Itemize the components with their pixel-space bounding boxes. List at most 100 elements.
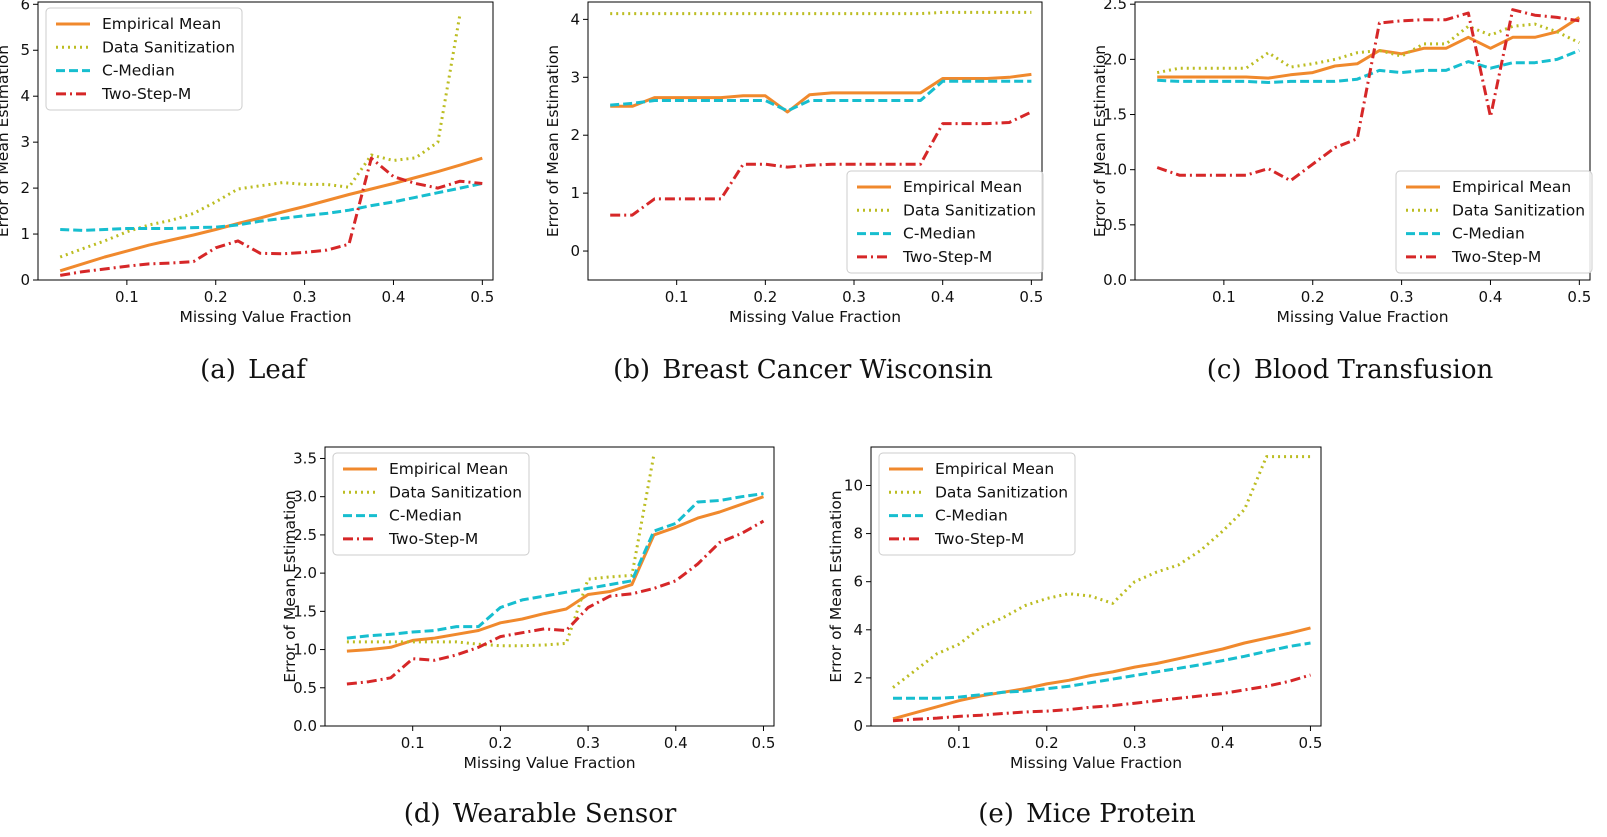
caption-title: Breast Cancer Wisconsin xyxy=(662,355,993,385)
legend-label: Data Sanitization xyxy=(903,201,1036,219)
x-tick-label: 0.4 xyxy=(382,288,406,306)
legend: Empirical Mean Data Sanitization C-Median T… xyxy=(1395,170,1593,274)
x-tick-label: 0.1 xyxy=(1212,288,1236,306)
legend-box xyxy=(846,170,1044,274)
x-tick-label: 0.1 xyxy=(115,288,139,306)
legend-label: C-Median xyxy=(935,507,1008,525)
legend-label: Empirical Mean xyxy=(1452,178,1571,196)
legend-label: C-Median xyxy=(903,225,976,243)
y-tick-label: 2.0 xyxy=(1103,50,1127,68)
legend: Empirical Mean Data Sanitization C-Median T… xyxy=(878,452,1076,556)
y-tick-label: 2 xyxy=(570,126,580,144)
series-line-two-step-m xyxy=(1156,8,1580,183)
y-tick-label: 2 xyxy=(853,669,863,687)
legend-label: Empirical Mean xyxy=(389,460,508,478)
x-tick-label: 0.4 xyxy=(664,734,688,752)
y-tick-label: 8 xyxy=(853,525,863,543)
y-axis-label: Error of Mean Estimation xyxy=(827,490,845,682)
y-tick-label: 2.0 xyxy=(293,564,317,582)
legend: Empirical Mean Data Sanitization C-Median T… xyxy=(846,170,1044,274)
series-line-data-sanitization xyxy=(892,455,1311,689)
y-axis-label: Error of Mean Estimation xyxy=(544,45,562,237)
series-line-empirical-mean xyxy=(1157,16,1581,80)
legend-label: Two-Step-M xyxy=(902,248,992,266)
y-tick-label: 3.0 xyxy=(293,488,317,506)
axes-frame xyxy=(870,446,1322,727)
caption: (e) Mice Protein xyxy=(978,799,1196,829)
x-tick-label: 0.5 xyxy=(752,734,776,752)
caption-label: (c) xyxy=(1207,355,1250,385)
y-tick-label: 4 xyxy=(20,87,30,105)
chart-panel-1: 0.1 0.2 0.3 0.4 0.5 0 1 2 3 4 5 6 Missing Value Frac… xyxy=(0,0,494,385)
x-tick-label: 0.4 xyxy=(931,288,955,306)
x-axis-label: Missing Value Fraction xyxy=(729,308,901,326)
x-tick-label: 0.3 xyxy=(576,734,600,752)
x-axis-label: Missing Value Fraction xyxy=(463,754,635,772)
y-tick-label: 0 xyxy=(20,271,30,289)
x-tick-label: 0.1 xyxy=(665,288,689,306)
axes-frame xyxy=(324,446,775,727)
chart-panel-3: 0.1 0.2 0.3 0.4 0.5 0.0 0.5 1.0 1.5 2.0 2.5 Missing… xyxy=(1091,0,1593,385)
x-tick-label: 0.5 xyxy=(1567,288,1591,306)
y-tick-label: 1 xyxy=(20,225,30,243)
x-axis-label: Missing Value Fraction xyxy=(1276,308,1448,326)
chart-panel-2: 0.1 0.2 0.3 0.4 0.5 0 1 2 3 4 Missing Value Fracti… xyxy=(544,1,1044,385)
series-line-empirical-mean xyxy=(610,72,1032,114)
series-line-c-median xyxy=(893,641,1311,700)
x-tick-label: 0.1 xyxy=(947,734,971,752)
axes-frame xyxy=(37,1,494,281)
caption-title: Blood Transfusion xyxy=(1254,355,1494,385)
legend-label: Empirical Mean xyxy=(935,460,1054,478)
legend-box xyxy=(45,7,243,111)
series-line-c-median xyxy=(346,492,764,640)
legend-box xyxy=(332,452,530,556)
legend-label: C-Median xyxy=(389,507,462,525)
caption-title: Leaf xyxy=(248,355,308,385)
legend-label: Two-Step-M xyxy=(934,530,1024,548)
caption: (d) Wearable Sensor xyxy=(404,799,677,829)
legend-label: C-Median xyxy=(1452,225,1525,243)
y-tick-label: 5 xyxy=(20,41,30,59)
caption: (b) Breast Cancer Wisconsin xyxy=(613,355,993,385)
series-line-empirical-mean xyxy=(59,156,483,273)
series-line-empirical-mean xyxy=(346,495,764,653)
legend-label: Data Sanitization xyxy=(1452,201,1585,219)
x-tick-label: 0.2 xyxy=(1035,734,1059,752)
caption-title: Mice Protein xyxy=(1026,799,1196,829)
y-tick-label: 1.0 xyxy=(1103,161,1127,179)
legend-label: Empirical Mean xyxy=(102,15,221,33)
y-tick-label: 4 xyxy=(570,10,580,28)
y-tick-label: 0.0 xyxy=(293,717,317,735)
x-tick-label: 0.4 xyxy=(1211,734,1235,752)
x-tick-label: 0.3 xyxy=(1123,734,1147,752)
legend: Empirical Mean Data Sanitization C-Median T… xyxy=(332,452,530,556)
y-axis-label: Error of Mean Estimation xyxy=(0,45,12,237)
x-tick-label: 0.3 xyxy=(1390,288,1414,306)
legend-box xyxy=(878,452,1076,556)
series-line-two-step-m xyxy=(346,519,765,686)
y-tick-label: 2.5 xyxy=(293,526,317,544)
y-tick-label: 1.5 xyxy=(1103,106,1127,124)
y-axis-label: Error of Mean Estimation xyxy=(1091,45,1109,237)
caption: (a) Leaf xyxy=(200,355,308,385)
y-tick-label: 1.0 xyxy=(293,641,317,659)
y-tick-label: 0 xyxy=(853,717,863,735)
x-tick-label: 0.2 xyxy=(204,288,228,306)
y-tick-label: 3.5 xyxy=(293,449,317,467)
y-tick-label: 3 xyxy=(20,133,30,151)
y-tick-label: 6 xyxy=(20,0,30,13)
y-tick-label: 4 xyxy=(853,621,863,639)
series-line-data-sanitization xyxy=(610,10,1032,16)
series-line-two-step-m xyxy=(610,110,1033,217)
x-tick-label: 0.5 xyxy=(1299,734,1323,752)
x-tick-label: 0.1 xyxy=(401,734,425,752)
series-line-two-step-m xyxy=(892,673,1311,723)
y-tick-label: 6 xyxy=(853,573,863,591)
caption: (c) Blood Transfusion xyxy=(1207,355,1494,385)
x-tick-label: 0.5 xyxy=(470,288,494,306)
y-tick-label: 0.5 xyxy=(293,679,317,697)
x-tick-label: 0.3 xyxy=(842,288,866,306)
legend-box xyxy=(1395,170,1593,274)
y-tick-label: 1 xyxy=(570,184,580,202)
